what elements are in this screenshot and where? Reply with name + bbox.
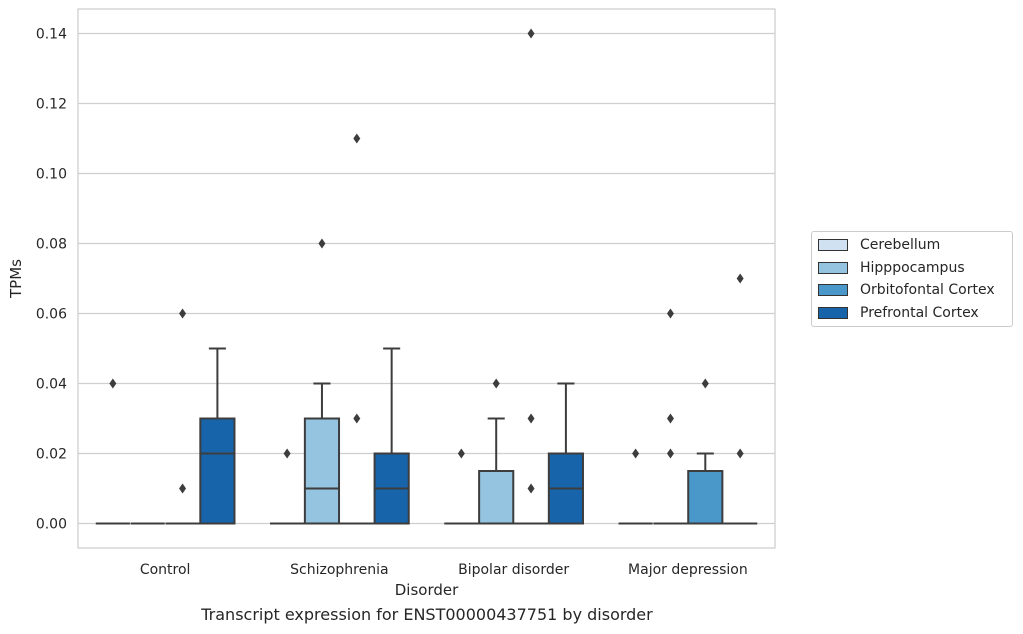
outlier-point xyxy=(492,378,500,389)
legend-swatch xyxy=(818,307,848,319)
outlier-point xyxy=(179,308,187,319)
legend-swatch xyxy=(818,262,848,274)
legend-item-prefrontal: Prefrontal Cortex xyxy=(818,303,979,323)
outlier-point xyxy=(701,378,709,389)
legend-label: Prefrontal Cortex xyxy=(860,305,979,321)
plot-frame xyxy=(77,8,776,549)
chart-caption: Transcript expression for ENST0000043775… xyxy=(201,605,653,624)
outlier-point xyxy=(666,413,674,424)
outlier-point xyxy=(666,308,674,319)
legend-label: Hipppocampus xyxy=(860,260,965,276)
x-tick-label: Control xyxy=(140,562,191,578)
legend: Cerebellum Hipppocampus Orbitofontal Cor… xyxy=(811,231,1013,327)
legend-label: Orbitofontal Cortex xyxy=(860,282,995,298)
x-axis-label: Disorder xyxy=(395,581,459,599)
y-tick-label: 0.12 xyxy=(36,97,67,113)
legend-swatch xyxy=(818,284,848,296)
y-tick-label: 0.04 xyxy=(36,377,67,393)
legend-item-cerebellum: Cerebellum xyxy=(818,235,940,255)
y-tick-label: 0.06 xyxy=(36,307,67,323)
legend-label: Cerebellum xyxy=(860,237,941,253)
y-tick-label: 0.14 xyxy=(36,27,67,43)
outlier-point xyxy=(353,133,361,144)
outlier-point xyxy=(457,448,465,459)
y-tick-label: 0.00 xyxy=(36,517,67,533)
outlier-point xyxy=(632,448,640,459)
box-hipppocampus xyxy=(478,470,515,525)
outlier-point xyxy=(666,448,674,459)
outlier-point xyxy=(283,448,291,459)
x-tick-label: Schizophrenia xyxy=(290,562,388,578)
outlier-point xyxy=(109,378,117,389)
y-tick-label: 0.08 xyxy=(36,237,67,253)
x-tick-label: Major depression xyxy=(628,562,748,578)
box-prefrontal-cortex xyxy=(199,417,236,525)
outlier-point xyxy=(736,273,744,284)
y-tick-label: 0.02 xyxy=(36,447,67,463)
outlier-point xyxy=(527,413,535,424)
outlier-point xyxy=(527,483,535,494)
legend-item-orbitofrontal: Orbitofontal Cortex xyxy=(818,280,995,300)
box-hipppocampus xyxy=(303,417,341,525)
outlier-point xyxy=(353,413,361,424)
y-axis-label: TPMs xyxy=(7,259,25,299)
outlier-point xyxy=(318,238,326,249)
outlier-point xyxy=(527,28,535,39)
y-tick-label: 0.10 xyxy=(36,167,67,183)
box-orbitofontal-cortex xyxy=(687,470,724,525)
legend-swatch xyxy=(818,239,848,251)
outlier-point xyxy=(736,448,744,459)
x-tick-label: Bipolar disorder xyxy=(458,562,569,578)
outlier-point xyxy=(179,483,187,494)
legend-item-hippocampus: Hipppocampus xyxy=(818,258,965,278)
